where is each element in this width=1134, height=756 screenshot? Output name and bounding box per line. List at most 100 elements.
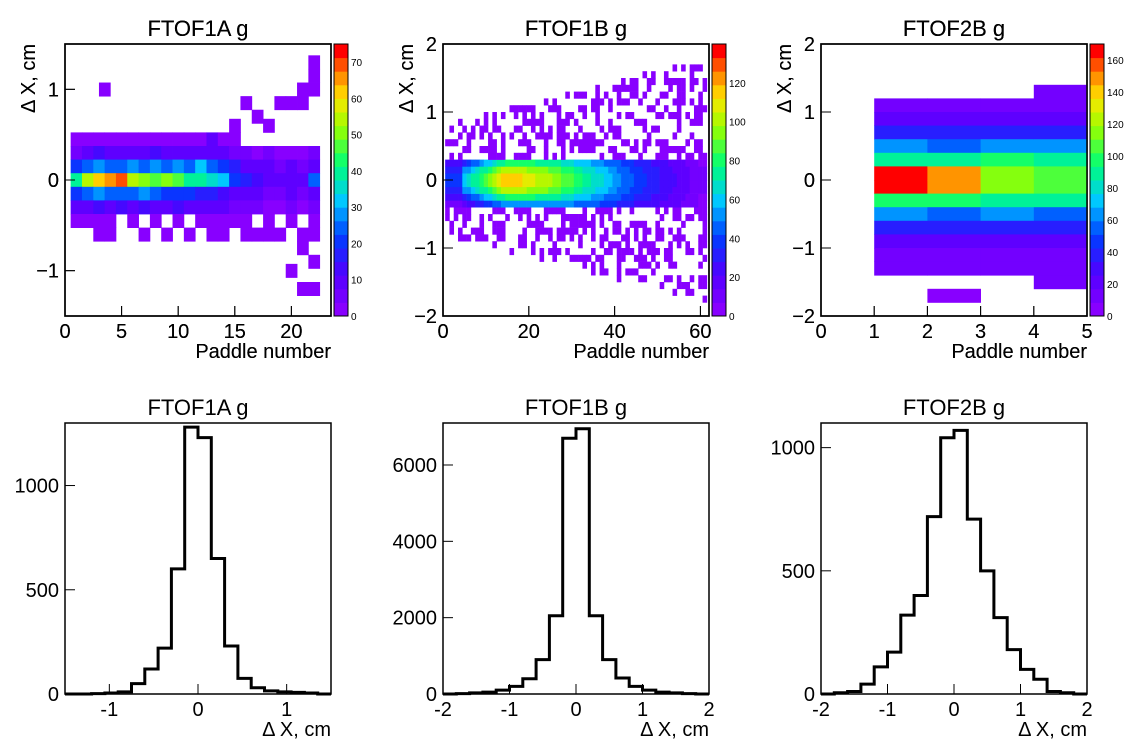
heatmap-cell — [663, 200, 669, 208]
heatmap-cell — [698, 207, 703, 215]
histogram-bin — [981, 571, 994, 694]
heatmap-cell — [539, 186, 545, 194]
heatmap-cell — [70, 146, 83, 160]
heatmap-cell — [681, 146, 686, 154]
x-tick-label: 0 — [437, 321, 448, 343]
heatmap-cell — [642, 71, 648, 79]
heatmap-cell — [578, 125, 583, 133]
heatmap-cell — [505, 214, 510, 222]
heatmap-cell — [625, 268, 630, 276]
heatmap-cell — [676, 98, 682, 106]
heatmap-cell — [500, 220, 506, 228]
heatmap-cell — [492, 241, 497, 249]
heatmap-cell — [560, 132, 566, 140]
heatmap-cell — [625, 159, 630, 167]
heatmap-cell — [599, 139, 605, 147]
heatmap-cell — [698, 234, 703, 242]
heatmap-cell — [629, 91, 635, 99]
heatmap-cell — [229, 132, 241, 147]
heatmap-cell — [217, 146, 230, 160]
heatmap-cell — [518, 139, 523, 147]
heatmap-cell — [663, 139, 669, 147]
x-tick-label: 60 — [689, 321, 711, 343]
heatmap-cell — [556, 112, 562, 120]
heatmap-cell — [655, 220, 660, 228]
heatmap-cell — [625, 234, 630, 242]
y-axis-label: Δ X, cm — [18, 44, 40, 113]
heatmap-cell — [582, 214, 588, 222]
colorbar-cell — [1090, 180, 1104, 195]
heatmap-cell — [599, 254, 605, 262]
heatmap-cell — [565, 186, 570, 194]
heatmap-cell — [702, 214, 708, 222]
x-axis-label: Paddle number — [573, 341, 709, 363]
heatmap-cell — [616, 98, 622, 106]
heatmap-cell — [608, 146, 613, 154]
heatmap-cell — [483, 146, 489, 154]
heatmap-cell — [552, 159, 557, 167]
heatmap-cell — [172, 173, 185, 188]
heatmap-cell — [183, 173, 196, 188]
heatmap-cell — [565, 118, 570, 126]
heatmap-cell — [663, 71, 669, 79]
colorbar-tick-label: 0 — [351, 312, 357, 323]
heatmap-cell — [251, 109, 264, 124]
heatmap-cell — [560, 200, 566, 208]
heatmap-cell — [595, 91, 600, 99]
heatmap-cell — [449, 193, 455, 201]
heatmap-cell — [522, 186, 527, 194]
heatmap-cell — [702, 105, 708, 113]
heatmap-cell — [608, 180, 613, 188]
heatmap-cell — [104, 146, 117, 160]
histogram-bin — [616, 678, 629, 694]
heatmap-cell — [633, 78, 639, 86]
heatmap-cell — [582, 159, 588, 167]
heatmap-cell — [638, 186, 643, 194]
colorbar-cell — [1090, 207, 1104, 222]
heatmap-cell — [274, 146, 287, 160]
heatmap-cell — [161, 159, 173, 174]
histogram-bin — [861, 684, 874, 694]
heatmap-cell — [206, 173, 219, 188]
heatmap-cell — [115, 200, 128, 215]
heatmap-cell — [93, 132, 106, 147]
colorbar-cell — [334, 125, 348, 140]
heatmap-cell — [565, 180, 570, 188]
heatmap-cell — [603, 227, 609, 235]
heatmap-cell — [475, 180, 480, 188]
heatmap-cell — [104, 159, 117, 174]
heatmap-cell — [599, 261, 605, 269]
heatmap-cell — [980, 166, 1035, 181]
colorbar-tick-label: 120 — [729, 79, 746, 90]
heatmap-cell — [556, 105, 562, 113]
colorbar-cell — [334, 84, 348, 99]
heatmap-cell — [161, 200, 173, 215]
heatmap-cell — [569, 173, 575, 181]
x-tick-label: 15 — [224, 321, 246, 343]
heatmap-cell — [308, 186, 321, 201]
heatmap-cell — [573, 180, 579, 188]
heatmap-cell — [458, 159, 463, 167]
heatmap-cell — [927, 248, 981, 262]
heatmap-cell — [543, 132, 549, 140]
heatmap-cell — [522, 112, 527, 120]
heatmap-cell — [612, 227, 618, 235]
heatmap-cell — [642, 220, 648, 228]
heatmap-cell — [591, 220, 596, 228]
heatmap-cell — [927, 193, 981, 208]
heatmap-cell — [229, 159, 241, 174]
heatmap-cell — [702, 234, 708, 242]
y-tick-label: 2 — [426, 34, 437, 56]
y-tick-label: 2000 — [393, 608, 438, 630]
heatmap-cell — [475, 159, 480, 167]
heatmap-cell — [526, 139, 532, 147]
heatmap-cell — [560, 234, 566, 242]
heatmap-cell — [488, 180, 493, 188]
colorbar-cell — [712, 44, 726, 59]
heatmap-cell — [595, 84, 600, 92]
heatmap-cell — [556, 159, 562, 167]
heatmap-cell — [453, 193, 459, 201]
heatmap-cell — [573, 254, 579, 262]
heatmap-cell — [655, 261, 660, 269]
heatmap-cell — [633, 254, 639, 262]
